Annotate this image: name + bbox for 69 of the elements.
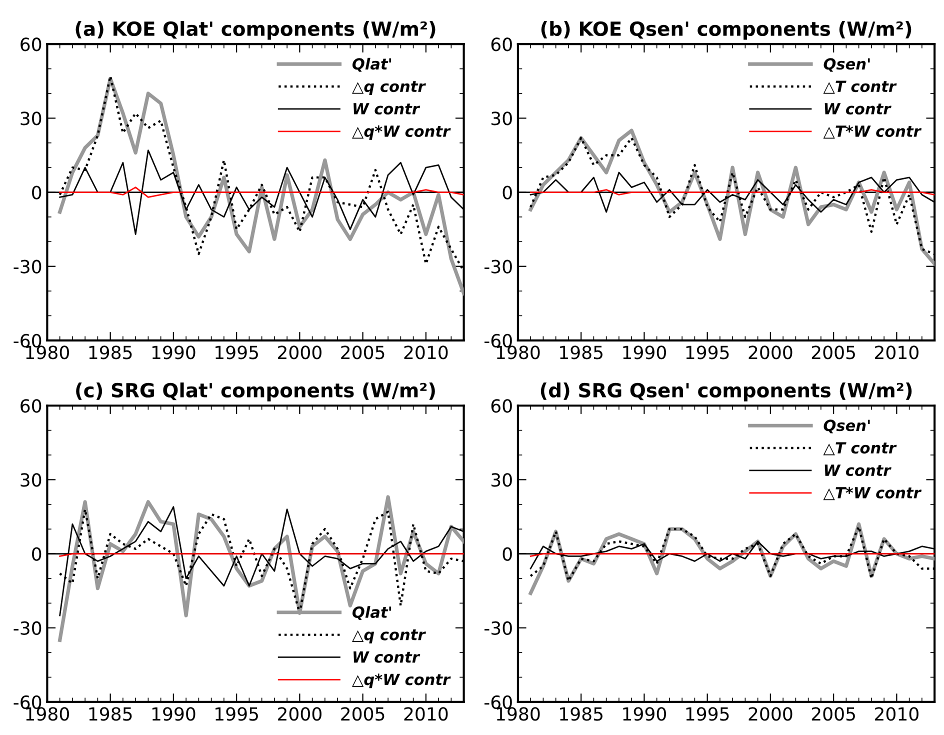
x-tick-label: 1980: [496, 346, 540, 360]
x-tick-label: 1995: [216, 346, 258, 360]
y-tick-label: -60: [484, 334, 512, 348]
legend-label: △T*W contr: [823, 125, 922, 139]
y-tick-label: -30: [14, 260, 42, 274]
legend-label: Qsen': [824, 58, 870, 72]
legend-label: △q*W contr: [352, 125, 451, 140]
chart-title: (b) KOE Qsen' components (W/m²): [541, 20, 912, 40]
y-tick-label: -30: [484, 260, 512, 274]
chart-title: (a) KOE Qlat' components (W/m²): [76, 20, 436, 40]
legend-label: W contr: [824, 464, 892, 476]
x-tick-label: 1985: [560, 707, 602, 721]
y-tick-label: -60: [484, 695, 512, 710]
y-tick-label: -30: [484, 621, 512, 635]
x-tick-label: 1995: [216, 707, 258, 721]
x-tick-label: 1980: [26, 707, 69, 721]
y-tick-label: 30: [20, 112, 42, 126]
x-tick-label: 2000: [748, 707, 792, 721]
x-tick-label: 1990: [623, 707, 666, 721]
line-series: [59, 186, 464, 198]
legend-label: △q contr: [352, 629, 426, 644]
x-tick-label: 1985: [560, 346, 602, 360]
y-tick-label: 0: [32, 547, 42, 561]
x-tick-label: 2005: [812, 346, 855, 360]
x-tick-label: 1995: [686, 346, 729, 360]
x-tick-label: 1985: [89, 346, 132, 360]
legend-label: W contr: [824, 103, 892, 115]
x-tick-label: 2010: [404, 346, 448, 360]
y-tick-label: 60: [20, 399, 42, 413]
y-tick-label: 60: [20, 38, 42, 52]
x-tick-label: 1990: [152, 346, 196, 360]
y-tick-label: -60: [14, 695, 42, 710]
x-tick-label: 2000: [748, 346, 792, 360]
legend-label: Qsen': [824, 420, 870, 434]
legend-label: △q contr: [352, 81, 426, 96]
chart-title: (c) SRG Qlat' components (W/m²): [76, 382, 435, 402]
x-tick-label: 2010: [875, 346, 918, 360]
chart-title: (d) SRG Qsen' components (W/m²): [540, 382, 912, 402]
legend-label: △q*W contr: [352, 674, 451, 688]
y-tick-label: 30: [492, 473, 512, 487]
x-tick-label: 1980: [26, 346, 69, 360]
y-tick-label: 0: [32, 186, 42, 200]
y-tick-label: 30: [20, 473, 42, 487]
legend-label: W contr: [354, 103, 420, 115]
x-tick-label: 1980: [496, 707, 540, 721]
legend-label: Qlat': [352, 606, 391, 620]
x-tick-label: 2000: [278, 707, 322, 721]
x-tick-label: 2005: [812, 707, 855, 721]
x-tick-label: 1985: [89, 707, 132, 721]
y-tick-label: -60: [14, 334, 42, 348]
x-tick-label: 1995: [686, 707, 729, 721]
x-tick-label: 2000: [278, 346, 322, 360]
y-tick-label: 30: [492, 112, 512, 126]
legend-label: W contr: [354, 651, 420, 663]
y-tick-label: 0: [502, 547, 512, 561]
x-tick-label: 2005: [341, 346, 384, 360]
x-tick-label: 2010: [404, 707, 448, 721]
x-tick-label: 2010: [875, 707, 918, 721]
y-tick-label: 60: [491, 38, 512, 52]
y-tick-label: -30: [14, 621, 42, 635]
y-tick-label: 0: [502, 186, 512, 200]
x-tick-label: 1990: [152, 707, 196, 721]
legend-label: Qlat': [352, 58, 391, 72]
legend-label: △T contr: [823, 80, 897, 94]
x-tick-label: 2005: [341, 707, 384, 721]
legend-label: △T*W contr: [823, 486, 922, 500]
y-tick-label: 60: [491, 399, 512, 413]
legend-label: △T contr: [823, 442, 897, 456]
x-tick-label: 1990: [623, 346, 666, 360]
